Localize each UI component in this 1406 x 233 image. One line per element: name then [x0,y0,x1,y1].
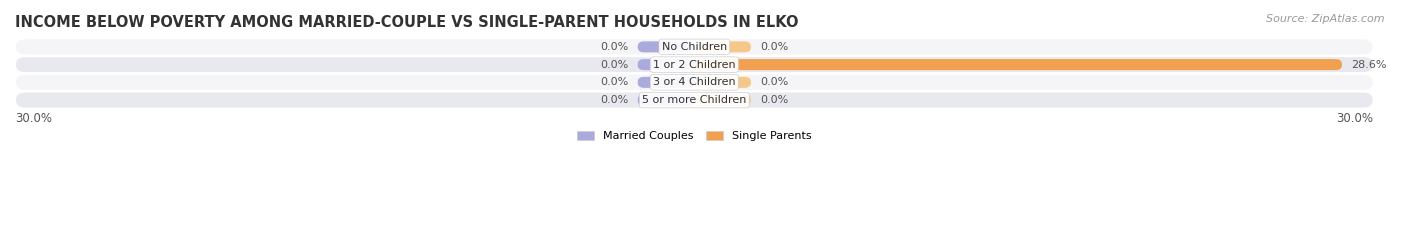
Text: 0.0%: 0.0% [600,95,628,105]
FancyBboxPatch shape [695,41,751,52]
Text: 0.0%: 0.0% [600,77,628,87]
FancyBboxPatch shape [15,74,1374,91]
Text: 3 or 4 Children: 3 or 4 Children [652,77,735,87]
Text: No Children: No Children [662,42,727,52]
Text: 30.0%: 30.0% [15,112,52,125]
Text: 0.0%: 0.0% [761,77,789,87]
FancyBboxPatch shape [15,92,1374,109]
Text: 0.0%: 0.0% [761,95,789,105]
FancyBboxPatch shape [638,95,695,106]
FancyBboxPatch shape [15,56,1374,73]
Text: 28.6%: 28.6% [1351,60,1386,70]
Text: 0.0%: 0.0% [600,42,628,52]
Text: 30.0%: 30.0% [1337,112,1374,125]
Legend: Married Couples, Single Parents: Married Couples, Single Parents [572,126,815,146]
Text: Source: ZipAtlas.com: Source: ZipAtlas.com [1267,14,1385,24]
FancyBboxPatch shape [638,41,695,52]
Text: 0.0%: 0.0% [600,60,628,70]
FancyBboxPatch shape [638,77,695,88]
Text: 5 or more Children: 5 or more Children [643,95,747,105]
FancyBboxPatch shape [638,59,695,70]
Text: 1 or 2 Children: 1 or 2 Children [652,60,735,70]
FancyBboxPatch shape [15,38,1374,55]
FancyBboxPatch shape [695,77,751,88]
FancyBboxPatch shape [695,95,751,106]
Text: 0.0%: 0.0% [761,42,789,52]
Text: INCOME BELOW POVERTY AMONG MARRIED-COUPLE VS SINGLE-PARENT HOUSEHOLDS IN ELKO: INCOME BELOW POVERTY AMONG MARRIED-COUPL… [15,15,799,30]
FancyBboxPatch shape [695,59,1341,70]
